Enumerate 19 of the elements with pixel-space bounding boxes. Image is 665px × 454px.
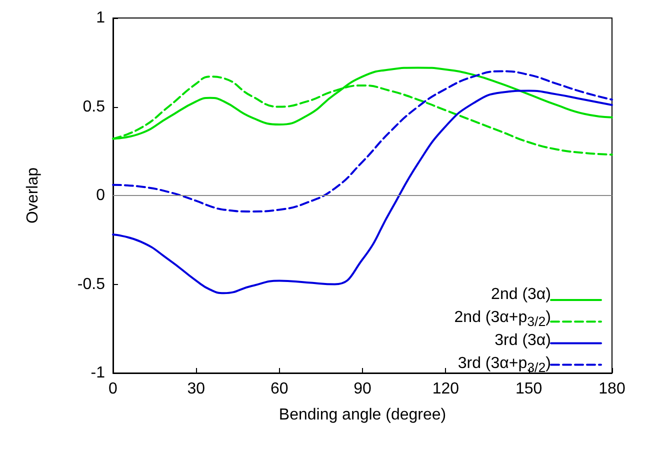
legend-label: 3rd (3α) [494, 331, 551, 351]
legend-label: 3rd (3α+p$_{3/2}$) [458, 354, 551, 376]
y-axis-title: Overlap [24, 167, 42, 224]
x-tick-label: 150 [515, 380, 542, 398]
y-tick-label: 0.5 [82, 98, 106, 116]
y-tick-label: -0.5 [77, 276, 106, 293]
x-tick-label: 60 [270, 380, 288, 398]
line-series [112, 70, 613, 212]
y-tick-label: -1 [90, 364, 106, 382]
y-tick-label: 0 [96, 187, 106, 204]
y-tick-label: 1 [96, 10, 106, 26]
x-tick-label: 0 [108, 380, 118, 398]
legend-label: 2nd (3α+p$_{3/2}$) [454, 308, 551, 330]
legend-label: 2nd (3α) [491, 285, 551, 305]
x-tick-label: 180 [598, 380, 626, 398]
x-tick-label: 30 [187, 380, 206, 398]
x-tick-label: 120 [432, 380, 460, 398]
x-tick-label: 90 [354, 380, 372, 398]
x-axis-title: Bending angle (degree) [278, 406, 446, 424]
